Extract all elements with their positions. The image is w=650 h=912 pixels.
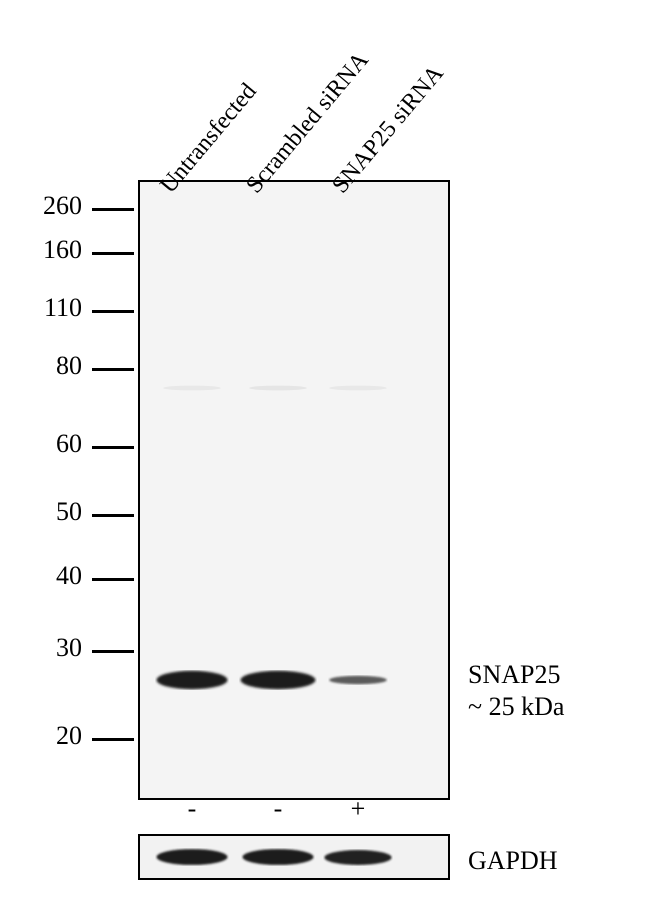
loading-control-label: GAPDH <box>468 846 558 876</box>
mw-tick-60 <box>92 446 134 449</box>
mw-label-160: 160 <box>0 235 82 265</box>
band-gapdh-lane2 <box>241 848 315 866</box>
mw-label-80: 80 <box>0 351 82 381</box>
mw-tick-40 <box>92 578 134 581</box>
mw-tick-160 <box>92 252 134 255</box>
band-gapdh-lane3 <box>323 849 393 866</box>
mw-tick-110 <box>92 310 134 313</box>
mw-tick-20 <box>92 738 134 741</box>
mw-label-40: 40 <box>0 561 82 591</box>
mw-label-110: 110 <box>0 293 82 323</box>
band-snap25-lane2 <box>239 670 317 690</box>
target-protein-name: SNAP25 <box>468 660 560 690</box>
sirna-indicator-lane3: + <box>346 794 370 824</box>
mw-tick-30 <box>92 650 134 653</box>
mw-label-30: 30 <box>0 633 82 663</box>
mw-tick-80 <box>92 368 134 371</box>
sirna-indicator-lane2: - <box>266 794 290 824</box>
band-snap25-lane1 <box>155 670 229 690</box>
mw-tick-260 <box>92 208 134 211</box>
band-snap25-lane3 <box>328 675 388 685</box>
mw-label-60: 60 <box>0 429 82 459</box>
sirna-indicator-lane1: - <box>180 794 204 824</box>
target-protein-size: ~ 25 kDa <box>468 692 564 722</box>
band-faint-lane2 <box>248 385 308 391</box>
mw-tick-50 <box>92 514 134 517</box>
western-blot-figure: { "figure": { "canvas": { "w": 650, "h":… <box>0 0 650 912</box>
mw-label-50: 50 <box>0 497 82 527</box>
blot-membrane-main <box>138 180 450 800</box>
band-gapdh-lane1 <box>155 848 229 866</box>
band-faint-lane3 <box>328 385 388 391</box>
band-faint-lane1 <box>162 385 222 391</box>
mw-label-20: 20 <box>0 721 82 751</box>
mw-label-260: 260 <box>0 191 82 221</box>
